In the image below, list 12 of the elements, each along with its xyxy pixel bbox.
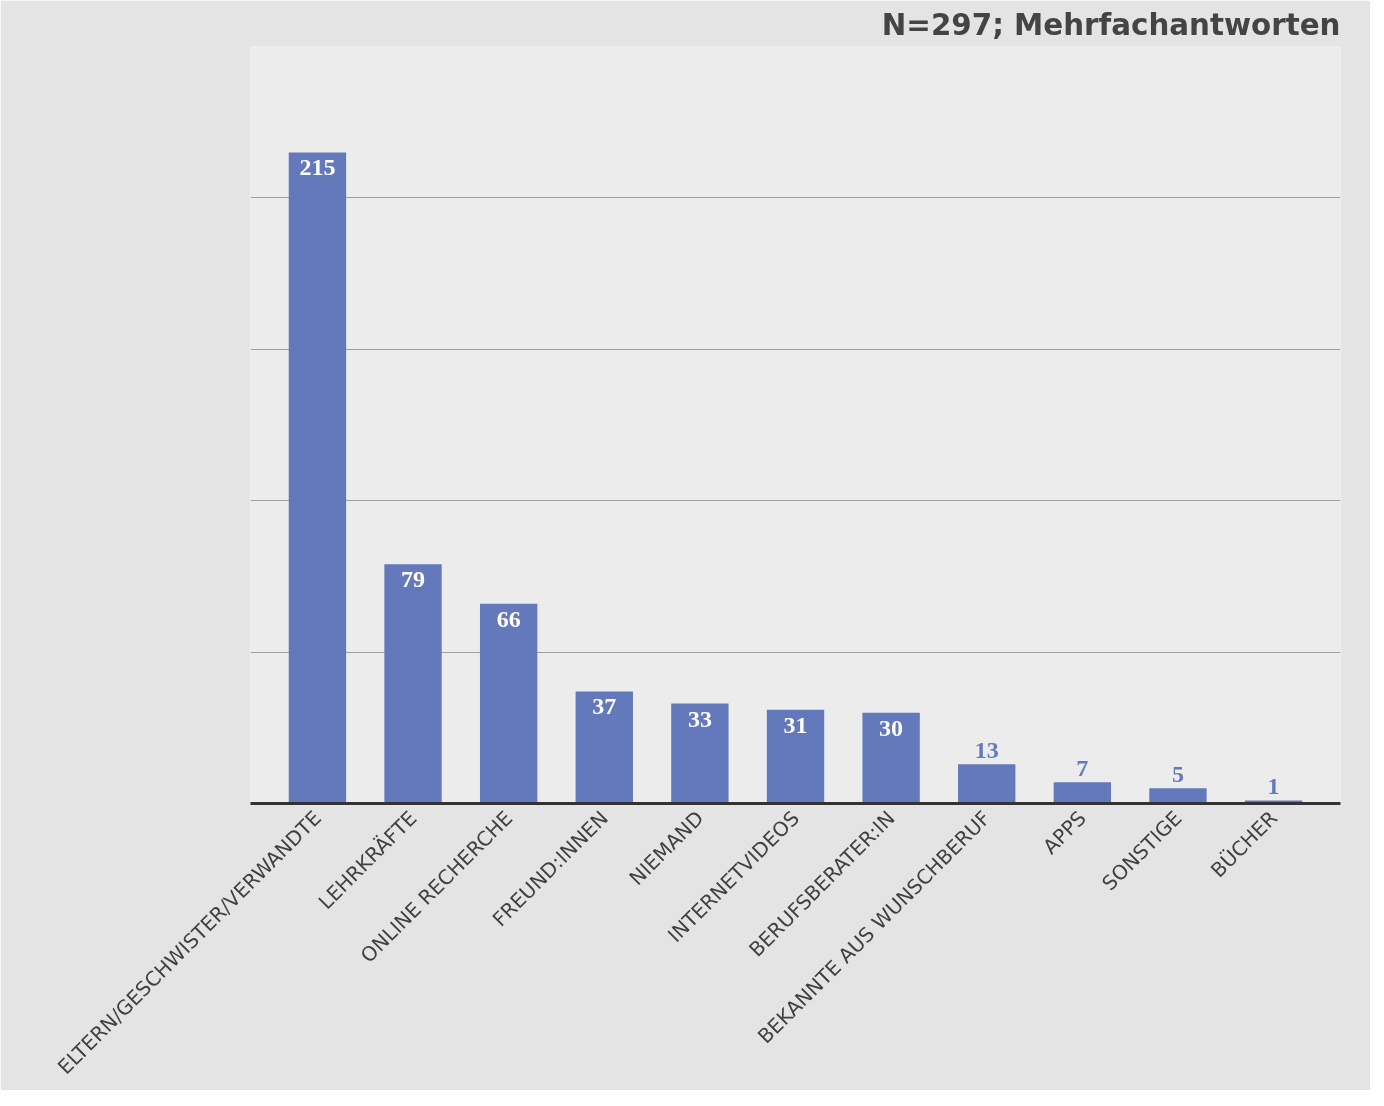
data-label: 33 — [687, 705, 712, 732]
data-label: 31 — [783, 711, 808, 738]
data-label: 30 — [879, 714, 904, 741]
data-label: 37 — [592, 693, 617, 720]
data-label: 7 — [1076, 755, 1089, 782]
data-label: 79 — [401, 566, 426, 593]
data-label: 1 — [1267, 773, 1280, 800]
data-label: 66 — [496, 605, 521, 632]
data-label: 5 — [1171, 761, 1184, 788]
chart-title: N=297; Mehrfachantworten — [881, 7, 1341, 42]
data-label: 215 — [299, 154, 336, 181]
data-label: 13 — [974, 737, 999, 764]
